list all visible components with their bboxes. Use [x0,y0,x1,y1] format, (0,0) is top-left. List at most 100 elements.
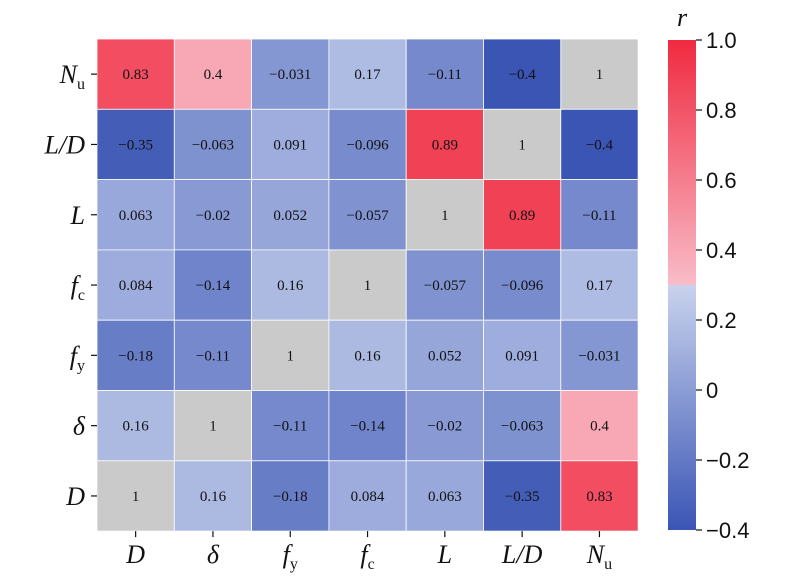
cell-value-label: 1 [364,278,372,294]
x-tick-label: Nu [586,540,612,573]
heatmap-cell [405,108,484,181]
heatmap-cell [483,249,562,321]
colorbar-tick-label: 0.8 [706,98,737,123]
heatmap-cell [560,179,639,251]
cell-value-label: −0.11 [428,67,462,83]
cell-value-label: 0.16 [277,278,304,294]
cell-value-label: 0.16 [354,348,381,364]
cell-value-label: −0.063 [501,419,543,435]
heatmap-cell [96,460,175,532]
heatmap-cell [328,249,407,321]
heatmap-cell [328,179,407,251]
cell-value-label: −0.057 [424,278,467,294]
heatmap-cell [483,460,562,532]
cell-value-label: 0.17 [354,67,381,83]
y-tick-label: fc [71,271,85,304]
cell-value-label: 1 [287,348,295,364]
heatmap-cell [560,390,639,462]
heatmap-cell [173,249,253,321]
heatmap-cell [405,390,484,462]
heatmap-cell [328,38,407,110]
heatmap-cells: 0.83 0.4 −0.031 0.17 −0.11 −0.4 1 −0.35 −0.063 0.… [96,38,639,532]
heatmap-cell [560,108,639,181]
heatmap-cell [96,249,175,321]
heatmap-cell [251,319,330,391]
cell-value-label: 1 [441,208,449,224]
cell-value-label: −0.4 [586,137,614,153]
heatmap-cell [405,38,484,110]
cell-value-label: 0.091 [505,348,539,364]
y-tick-label: L [70,201,85,230]
cell-value-label: −0.057 [346,208,389,224]
x-tick-label: D [125,540,145,569]
heatmap-cell [96,390,175,462]
cell-value-label: 0.084 [119,278,153,294]
cell-value-label: −0.11 [196,348,230,364]
cell-value-label: −0.063 [192,137,234,153]
cell-value-label: −0.096 [346,137,389,153]
heatmap-cell [405,460,484,532]
cell-value-label: −0.18 [273,489,308,505]
heatmap-cell [251,179,330,251]
colorbar-title: r [677,3,688,32]
heatmap-cell [96,38,175,110]
cell-value-label: −0.02 [427,419,462,435]
cell-value-label: −0.14 [196,278,231,294]
colorbar-tick-label: 0.4 [706,238,737,263]
heatmap-cell [251,38,330,110]
cell-value-label: −0.11 [273,419,307,435]
cell-value-label: −0.031 [578,348,620,364]
cell-value-label: −0.096 [501,278,544,294]
cell-value-label: 0.063 [119,208,153,224]
cell-value-label: 0.83 [123,67,149,83]
heatmap-cell [173,38,253,110]
y-tick-label: δ [73,412,86,441]
heatmap-cell [560,460,639,532]
cell-value-label: −0.35 [505,489,540,505]
heatmap-cell [96,319,175,391]
cell-value-label: 0.084 [351,489,385,505]
y-tick-label: D [65,482,85,511]
colorbar-ticks: 1.0 0.8 0.6 0.4 0.2 0 −0.2 −0.4 [696,28,749,543]
colorbar-tick-label: 1.0 [706,28,737,53]
cell-value-label: 0.16 [123,419,150,435]
x-tick-label: L/D [501,540,543,569]
colorbar-gradient [668,40,696,530]
colorbar: r 1.0 0.8 0.6 0.4 0.2 0 −0.2 −0.4 [668,3,749,543]
heatmap-cell [328,390,407,462]
cell-value-label: 1 [518,137,526,153]
cell-value-label: 0.052 [273,208,307,224]
heatmap-cell [251,390,330,462]
cell-value-label: −0.031 [269,67,311,83]
heatmap-cell [251,108,330,181]
cell-value-label: 0.4 [204,67,223,83]
cell-value-label: 0.052 [428,348,462,364]
colorbar-tick-label: 0 [706,378,718,403]
y-tick-label: L/D [44,130,86,159]
x-tick-label: fy [283,540,298,573]
heatmap-cell [483,108,562,181]
heatmap-cell [560,319,639,391]
heatmap-cell [483,179,562,251]
cell-value-label: 1 [132,489,140,505]
y-axis-labels: Nu L/D Lfc fy δ D [44,60,97,511]
heatmap-cell [483,38,562,110]
heatmap-cell [328,460,407,532]
cell-value-label: −0.4 [509,67,537,83]
cell-value-label: 0.063 [428,489,462,505]
cell-value-label: 1 [209,419,217,435]
cell-value-label: −0.35 [118,137,153,153]
y-tick-label: fy [70,341,85,374]
cell-value-label: 0.4 [590,419,609,435]
x-tick-label: δ [207,540,220,569]
cell-value-label: −0.02 [196,208,231,224]
heatmap-cell [173,179,253,251]
cell-value-label: 1 [596,67,604,83]
cell-value-label: 0.89 [509,208,535,224]
colorbar-tick-label: −0.2 [706,448,749,473]
heatmap-cell [405,179,484,251]
y-tick-label: Nu [59,60,85,93]
x-tick-label: fc [360,540,374,573]
